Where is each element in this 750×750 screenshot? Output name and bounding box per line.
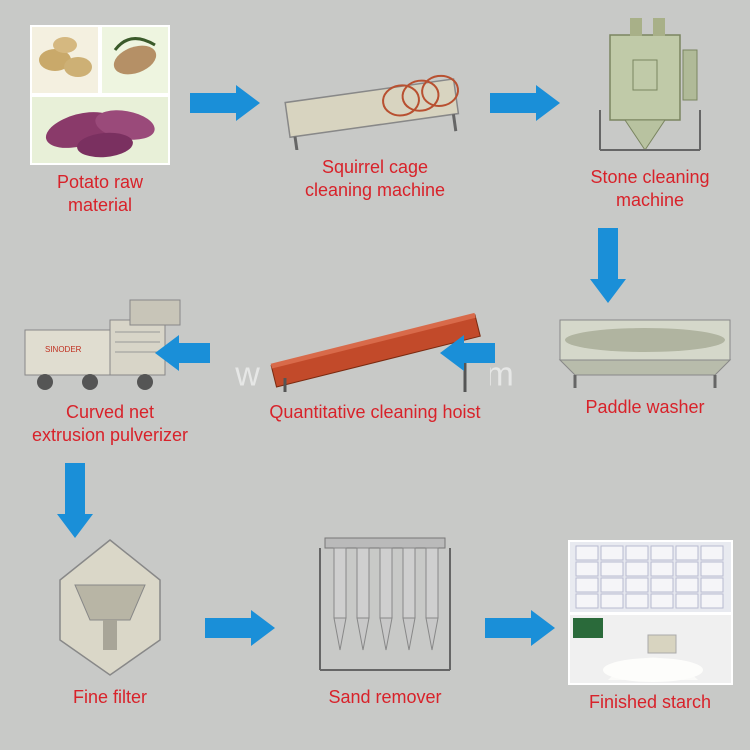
arrow-a3 (590, 228, 626, 303)
node-sand: Sand remover (300, 520, 470, 709)
node-label-stone: Stone cleaning machine (590, 166, 709, 211)
arrow-a5 (155, 335, 210, 371)
node-image-paddle (545, 300, 745, 390)
node-label-paddle: Paddle washer (585, 396, 704, 419)
arrow-a4 (440, 335, 495, 371)
node-image-squirrel (275, 40, 475, 150)
node-image-sand (305, 520, 465, 680)
node-image-stone (575, 10, 725, 160)
arrow-a8 (485, 610, 555, 646)
node-label-starch: Finished starch (589, 691, 711, 714)
node-image-raw (30, 25, 170, 165)
node-raw: Potato raw material (30, 25, 170, 216)
node-label-pulverizer: Curved net extrusion pulverizer (32, 401, 188, 446)
node-label-squirrel: Squirrel cage cleaning machine (305, 156, 445, 201)
arrow-a2 (490, 85, 560, 121)
node-squirrel: Squirrel cage cleaning machine (275, 40, 475, 201)
svg-text:SINODER: SINODER (45, 345, 82, 354)
node-label-filter: Fine filter (73, 686, 147, 709)
arrow-a7 (205, 610, 275, 646)
node-starch: Finished starch (565, 540, 735, 714)
node-image-filter (45, 530, 175, 680)
node-label-raw: Potato raw material (30, 171, 170, 216)
node-label-hoist: Quantitative cleaning hoist (269, 401, 480, 424)
node-image-starch (568, 540, 733, 685)
arrow-a6 (57, 463, 93, 538)
arrow-a1 (190, 85, 260, 121)
node-label-sand: Sand remover (328, 686, 441, 709)
node-stone: Stone cleaning machine (570, 10, 730, 211)
node-paddle: Paddle washer (545, 300, 745, 419)
node-filter: Fine filter (40, 530, 180, 709)
